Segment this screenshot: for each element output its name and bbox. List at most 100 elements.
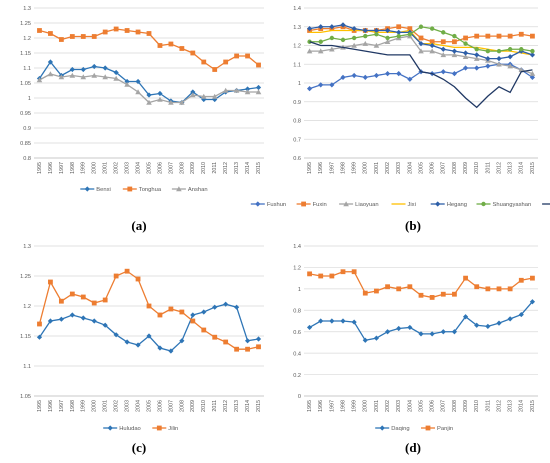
x-tick-label: 2001: [374, 400, 380, 412]
x-tick-label: 1995: [37, 400, 43, 412]
data-point: [168, 348, 174, 354]
data-point: [474, 33, 480, 39]
legend-marker: [481, 201, 486, 207]
data-point: [146, 31, 152, 36]
y-tick-label: 0.2: [293, 373, 301, 379]
y-tick-label: 1.15: [20, 51, 31, 57]
data-point: [179, 309, 185, 315]
data-point: [429, 295, 435, 300]
data-point: [463, 35, 468, 41]
data-point: [440, 52, 447, 58]
chart-c-svg: 1.05 1.1 1.15 1.2 1.25 1.3 1995 1996 1997 1998 199…: [20, 244, 264, 432]
data-point: [429, 26, 435, 31]
series-anshan: [36, 71, 262, 105]
data-point: [157, 43, 163, 48]
data-point: [496, 286, 502, 292]
x-tick-label: 2008: [452, 400, 458, 412]
data-point: [518, 67, 525, 73]
data-point: [91, 72, 98, 78]
data-point: [329, 46, 335, 52]
data-point: [135, 78, 141, 85]
data-point: [91, 318, 97, 324]
data-point: [102, 65, 108, 71]
legend-marker-shape: [107, 425, 113, 431]
data-point: [113, 75, 119, 81]
data-point: [256, 62, 261, 68]
x-tick-label: 2011: [212, 400, 218, 412]
data-point: [441, 30, 446, 35]
x-tick-label: 1998: [340, 400, 346, 412]
x-tick-label: 1998: [70, 162, 76, 174]
y-tick-label: 1.2: [23, 36, 31, 42]
x-tick-label: 2014: [245, 162, 251, 174]
data-point: [102, 29, 108, 35]
data-point: [396, 286, 402, 292]
x-tick-label: 2013: [508, 400, 514, 412]
data-point: [146, 92, 152, 98]
data-point: [452, 291, 457, 297]
data-point: [362, 40, 369, 46]
data-point: [47, 318, 54, 324]
y-tick-label: 1.4: [293, 6, 301, 12]
y-tick-label: 1.2: [293, 44, 301, 50]
x-tick-label: 2007: [441, 400, 447, 412]
x-tick-label: 1996: [318, 400, 324, 412]
data-point: [190, 318, 196, 324]
chart-b-svg: 0.6 0.7 0.8 0.9 1 1.1 1.2 1.3 1.4 1995 1996 1997 199…: [250, 6, 550, 208]
data-point: [80, 294, 86, 300]
y-tick-label: 0.9: [293, 100, 301, 106]
x-tick-label: 2009: [190, 162, 196, 174]
data-point: [157, 90, 163, 97]
y-tick-label: 0.7: [293, 137, 301, 143]
data-point: [124, 78, 130, 85]
data-point: [507, 54, 513, 60]
y-tick-label: 1.25: [20, 274, 31, 280]
data-point: [157, 345, 163, 351]
data-point: [407, 26, 413, 32]
chart-panel-b: 0.6 0.7 0.8 0.9 1 1.1 1.2 1.3 1.4 1995 1996 1997 199…: [250, 4, 550, 216]
data-point: [69, 66, 75, 73]
data-point: [474, 284, 480, 290]
legend-label: Jilin: [168, 426, 178, 432]
x-tick-label: 2003: [125, 162, 131, 174]
x-tick-label: 2010: [201, 162, 207, 174]
x-tick-label: 2002: [114, 162, 120, 174]
x-tick-label: 2002: [385, 162, 391, 174]
data-point: [135, 342, 141, 348]
data-point: [69, 312, 75, 318]
data-point: [485, 286, 491, 292]
data-point: [329, 82, 335, 88]
x-tick-label: 2004: [135, 162, 141, 174]
x-tick-label: 1996: [318, 162, 324, 174]
data-point: [234, 304, 240, 310]
data-point: [307, 39, 312, 44]
legend-marker: [107, 425, 113, 431]
data-point: [190, 89, 196, 95]
x-tick-label: 2010: [474, 162, 480, 174]
data-point: [201, 327, 207, 333]
caption-a: (a): [131, 218, 147, 233]
x-tick-label: 2012: [496, 400, 502, 412]
data-point: [418, 35, 424, 41]
data-point: [58, 316, 64, 322]
data-point: [363, 33, 368, 39]
data-point: [451, 52, 458, 58]
legend-label: Shuangyashan: [493, 202, 532, 208]
x-tick-label: 2011: [485, 400, 491, 412]
legend-label: Jixi: [408, 202, 416, 208]
data-point: [146, 99, 152, 105]
data-point: [37, 28, 42, 33]
data-point: [407, 324, 413, 331]
data-point: [124, 268, 130, 274]
series-daqing: [306, 299, 536, 343]
data-point: [530, 275, 535, 281]
data-point: [80, 315, 86, 321]
data-point: [36, 77, 43, 83]
x-tick-label: 1999: [352, 162, 358, 174]
data-point: [255, 336, 262, 342]
x-tick-label: 1995: [307, 162, 313, 174]
y-tick-label: 0.8: [293, 119, 301, 125]
data-point: [507, 63, 513, 69]
data-point: [451, 48, 458, 54]
legend-marker-shape: [301, 201, 306, 207]
